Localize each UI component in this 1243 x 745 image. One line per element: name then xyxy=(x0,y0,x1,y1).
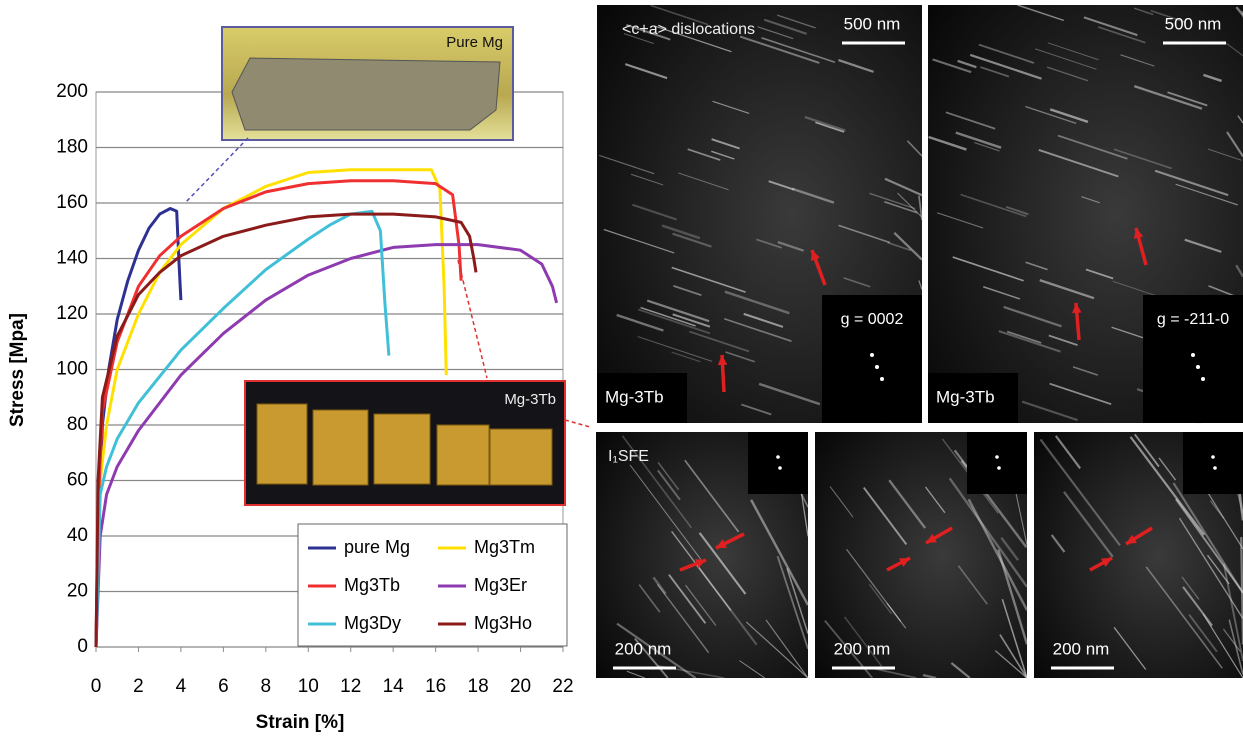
diffraction-spot xyxy=(870,353,874,357)
y-tick-label: 60 xyxy=(67,470,88,491)
y-axis-title: Stress [Mpa] xyxy=(7,313,28,427)
x-tick-label: 18 xyxy=(468,676,489,697)
x-tick-label: 6 xyxy=(218,676,229,697)
x-tick-label: 4 xyxy=(176,676,187,697)
y-tick-label: 100 xyxy=(56,359,88,380)
diffraction-spot xyxy=(1213,466,1217,470)
x-tick-label: 12 xyxy=(340,676,361,697)
scale-bar-label: 500 nm xyxy=(844,14,901,33)
legend-label: pure Mg xyxy=(344,537,410,557)
diffraction-spot xyxy=(875,365,879,369)
pure-mg-sample xyxy=(232,58,500,130)
y-tick-label: 80 xyxy=(67,414,88,435)
diffraction-spot xyxy=(1201,377,1205,381)
y-tick-label: 180 xyxy=(56,137,88,158)
x-tick-label: 0 xyxy=(91,676,102,697)
scale-bar-label: 200 nm xyxy=(615,639,672,658)
photo-label: Pure Mg xyxy=(446,34,503,51)
diffraction-spot xyxy=(880,377,884,381)
connector xyxy=(565,420,590,427)
x-tick-label: 22 xyxy=(552,676,573,697)
diffraction-spot xyxy=(997,466,1001,470)
diffraction-spot xyxy=(1211,455,1215,459)
x-tick-label: 16 xyxy=(425,676,446,697)
sample-label: Mg-3Tb xyxy=(605,387,664,406)
diffraction-inset xyxy=(748,432,808,494)
legend-label: Mg3Dy xyxy=(344,613,401,633)
panel-caption: <c+a> dislocations xyxy=(622,21,755,38)
diffraction-spot xyxy=(778,466,782,470)
x-tick-label: 14 xyxy=(383,676,405,697)
x-tick-label: 2 xyxy=(133,676,144,697)
g-vector-label: g = 0002 xyxy=(841,311,904,328)
y-tick-label: 200 xyxy=(56,81,88,102)
legend-label: Mg3Tb xyxy=(344,575,400,595)
x-tick-label: 10 xyxy=(298,676,319,697)
x-tick-label: 20 xyxy=(510,676,531,697)
diffraction-inset xyxy=(1183,432,1243,494)
legend-label: Mg3Tm xyxy=(474,537,535,557)
y-tick-label: 0 xyxy=(77,636,88,657)
y-tick-label: 120 xyxy=(56,303,88,324)
y-tick-label: 20 xyxy=(67,581,88,602)
x-tick-label: 8 xyxy=(261,676,272,697)
x-axis-title: Strain [%] xyxy=(256,712,345,733)
figure: 0 20 40 60 80 100 120 140 160 180 200 0 2 4 6 8 10 12 14 16… xyxy=(0,0,1243,745)
legend-label: Mg3Er xyxy=(474,575,527,595)
y-tick-label: 140 xyxy=(56,248,88,269)
y-tick-label: 40 xyxy=(67,525,88,546)
scale-bar-label: 200 nm xyxy=(1053,639,1110,658)
diffraction-inset xyxy=(967,432,1027,494)
scale-bar-label: 500 nm xyxy=(1165,14,1222,33)
photo-label: Mg-3Tb xyxy=(504,391,556,408)
diffraction-spot xyxy=(995,455,999,459)
legend-label: Mg3Ho xyxy=(474,613,532,633)
diffraction-spot xyxy=(1191,353,1195,357)
g-vector-label: g = -211-0 xyxy=(1157,311,1229,328)
diffraction-spot xyxy=(1196,365,1200,369)
y-tick-label: 160 xyxy=(56,192,88,213)
panel-caption: I₁SFE xyxy=(608,448,649,465)
diffraction-spot xyxy=(776,455,780,459)
scale-bar-label: 200 nm xyxy=(834,639,891,658)
sample-label: Mg-3Tb xyxy=(936,387,995,406)
